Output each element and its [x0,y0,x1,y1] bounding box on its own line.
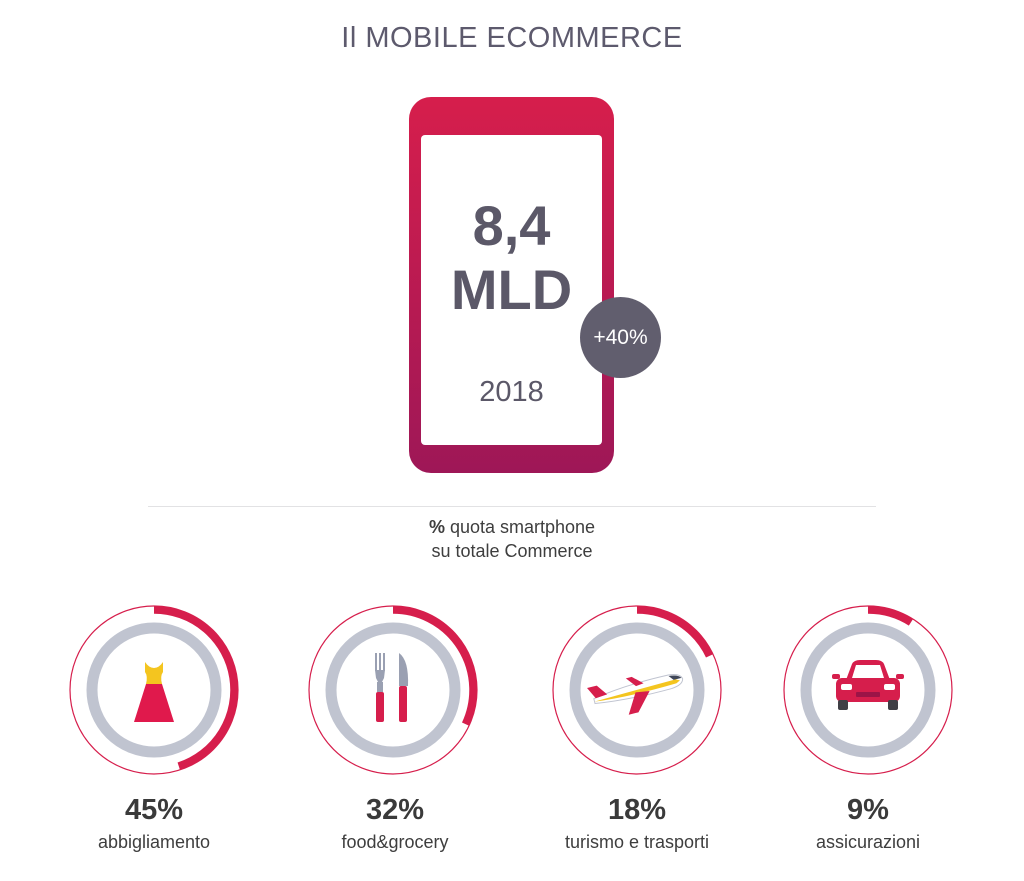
share-arc [153,606,238,770]
share-ring-assicurazioni [783,605,953,775]
stat-value: 45% [124,794,184,826]
caption-line-2: su totale Commerce [431,541,593,561]
share-ring-turismo-trasporti [552,605,722,775]
stat-value: 9% [847,794,889,826]
smartphone-illustration [409,97,614,473]
dress-icon [134,662,174,722]
share-ring-food-grocery [308,605,478,775]
stat-label: assicurazioni [815,832,921,852]
page-title: Il MOBILE ECOMMERCE [341,22,683,54]
ring-outline [783,605,953,775]
year-label: 2018 [479,376,544,408]
growth-badge: +40% [580,297,661,378]
divider [148,506,876,507]
airplane-icon [587,673,684,715]
amount-unit: MLD [450,258,573,321]
stat-food-grocery: 32% food&grocery [275,794,515,854]
amount-value: 8,4 [472,194,551,257]
stat-assicurazioni: 9% assicurazioni [748,794,988,854]
caption-line-1: % quota smartphone [0,515,1024,539]
ring-outline [308,605,478,775]
ring-outline [552,605,722,775]
ring-inner [800,622,936,758]
share-arc [392,606,477,726]
share-ring-abbigliamento [69,605,239,775]
share-arc [867,606,913,626]
stat-label: abbigliamento [97,832,211,852]
stat-label: turismo e trasporti [564,832,710,852]
stat-value: 18% [607,794,667,826]
car-icon [832,660,904,710]
share-arc [636,606,713,658]
ring-outline [69,605,239,775]
ring-inner [86,622,222,758]
stat-label: food&grocery [341,832,449,852]
stat-turismo-trasporti: 18% turismo e trasporti [517,794,757,854]
stat-value: 32% [365,794,425,826]
stat-abbigliamento: 45% abbigliamento [34,794,274,854]
ring-inner [325,622,461,758]
caption-line-1-text: quota smartphone [444,517,596,537]
ring-inner [569,622,705,758]
cutlery-icon [375,653,409,722]
caption-percent-symbol: % [428,517,445,537]
